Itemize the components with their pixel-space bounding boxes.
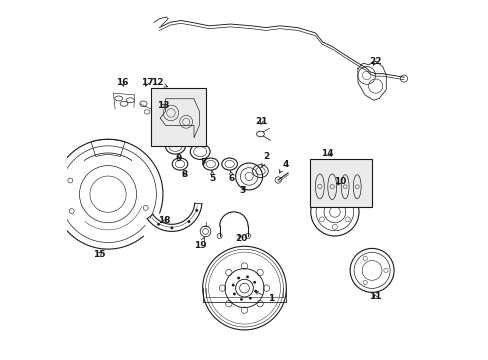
Text: 9: 9: [175, 154, 182, 163]
Circle shape: [231, 284, 234, 287]
Text: 15: 15: [93, 250, 105, 259]
Text: 22: 22: [368, 57, 381, 66]
Text: 11: 11: [368, 292, 381, 301]
Text: 6: 6: [228, 171, 235, 183]
Circle shape: [237, 276, 240, 279]
Circle shape: [240, 298, 243, 301]
Text: 19: 19: [193, 238, 206, 250]
Text: 13: 13: [157, 101, 169, 110]
Text: 1: 1: [254, 291, 274, 303]
Text: 14: 14: [321, 149, 333, 158]
Circle shape: [254, 290, 257, 293]
Bar: [309, 159, 371, 207]
Text: 2: 2: [261, 153, 269, 167]
Text: 17: 17: [141, 78, 153, 87]
Circle shape: [248, 297, 251, 300]
Text: 18: 18: [158, 216, 171, 225]
Text: 20: 20: [234, 234, 246, 243]
Circle shape: [170, 226, 173, 229]
Circle shape: [157, 223, 160, 226]
Text: 12: 12: [151, 78, 167, 87]
Circle shape: [253, 281, 256, 284]
Wedge shape: [91, 139, 125, 157]
Circle shape: [245, 275, 248, 278]
Text: 3: 3: [239, 186, 244, 195]
Text: 4: 4: [279, 159, 288, 173]
Text: 21: 21: [255, 117, 267, 126]
Text: 7: 7: [200, 158, 206, 167]
Text: 8: 8: [181, 170, 187, 179]
Circle shape: [232, 293, 235, 295]
Text: 16: 16: [116, 78, 128, 87]
Circle shape: [195, 209, 198, 212]
Text: 5: 5: [209, 171, 215, 183]
Bar: [150, 88, 205, 146]
Circle shape: [187, 220, 190, 223]
Text: 10: 10: [333, 177, 346, 186]
